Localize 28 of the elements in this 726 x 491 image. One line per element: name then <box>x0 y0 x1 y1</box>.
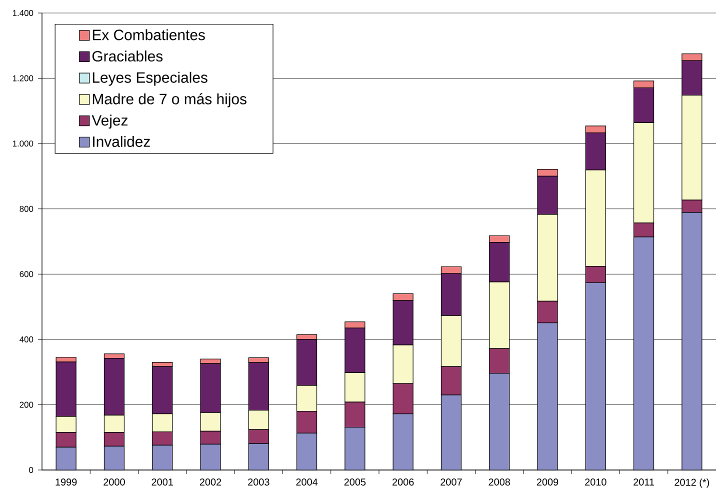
x-tick-label: 2010 <box>585 478 606 486</box>
x-tick-label: 2001 <box>152 478 173 486</box>
y-tick-label: 1.200 <box>12 75 34 82</box>
x-tick-label: 2005 <box>344 478 366 486</box>
x-tick-label: 2008 <box>488 478 510 486</box>
legend-label: Madre de 7 o más hijos <box>92 93 246 108</box>
x-tick-label: 2011 <box>634 478 654 486</box>
y-tick-label: 1.400 <box>12 10 34 16</box>
x-tick-label: 2004 <box>296 478 318 486</box>
x-tick-label: 2002 <box>200 478 222 486</box>
legend-label: Invalidez <box>93 136 150 147</box>
x-tick-label: 2003 <box>248 478 270 486</box>
x-tick-label: 2000 <box>104 478 125 486</box>
x-tick-label: 1999 <box>56 478 77 486</box>
x-tick-label: 2007 <box>440 478 462 486</box>
y-tick-label: 600 <box>20 271 34 278</box>
y-tick-label: 0 <box>29 467 34 473</box>
legend-label: Ex Combatientes <box>92 29 205 40</box>
legend-label: Vejez <box>92 114 128 129</box>
y-tick-label: 200 <box>20 402 34 408</box>
y-tick-label: 1.000 <box>12 140 34 147</box>
y-tick-label: 400 <box>20 336 34 342</box>
x-tick-label: 2006 <box>392 478 414 486</box>
legend-label: Leyes Especiales <box>92 72 208 86</box>
legend-label: Graciables <box>92 50 163 62</box>
x-tick-label: 2012 (*) <box>674 478 710 488</box>
y-tick-label: 800 <box>20 206 34 212</box>
x-tick-label: 2009 <box>536 478 558 486</box>
